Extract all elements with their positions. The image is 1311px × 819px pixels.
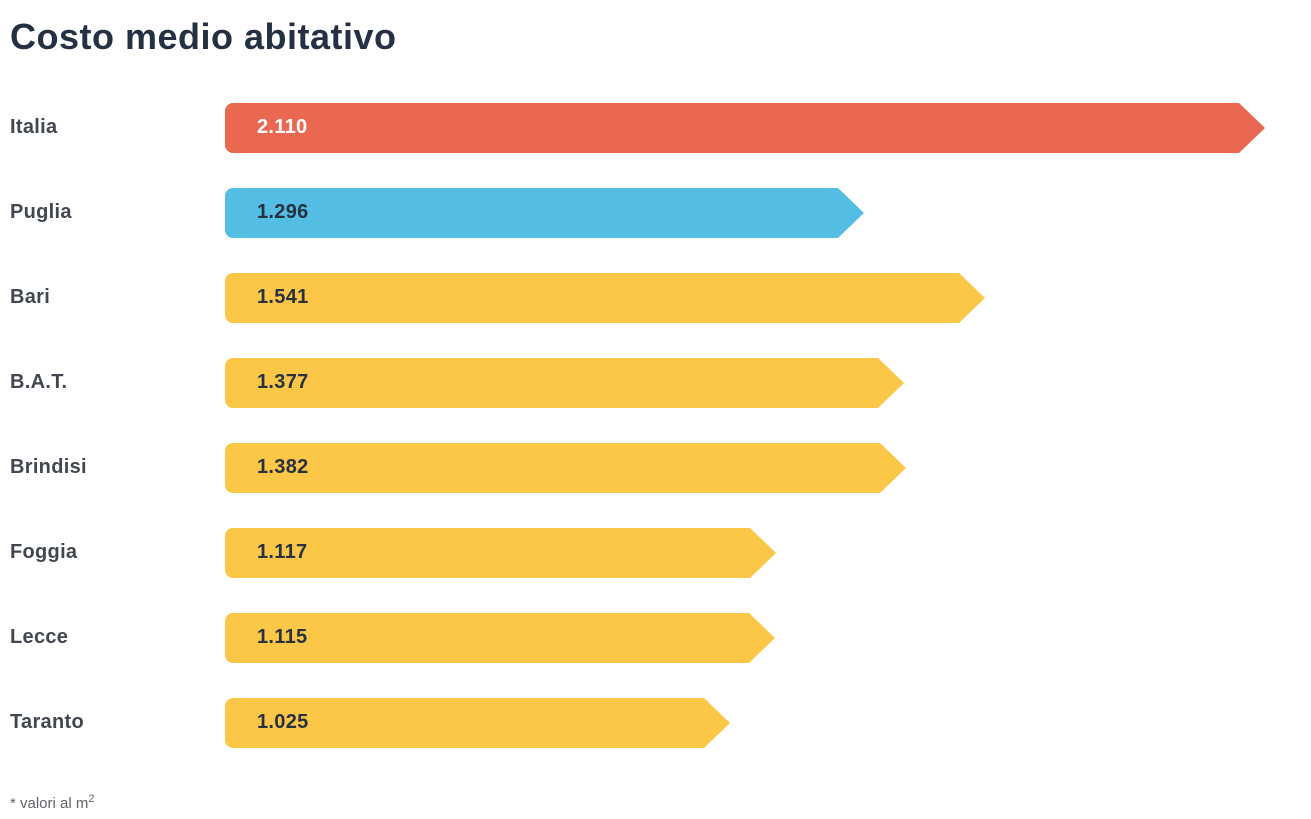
bar-arrow-tip — [837, 187, 864, 238]
bar-value-label: 1.025 — [257, 711, 309, 733]
bar-rect: 1.025 — [225, 697, 705, 748]
page-title: Costo medio abitativo — [10, 16, 397, 57]
bar-rect: 2.110 — [225, 102, 1239, 153]
category-label: Foggia — [10, 541, 78, 563]
category-label: Brindisi — [10, 456, 87, 478]
chart-row: Brindisi 1.382 — [0, 425, 1311, 510]
chart-footnote: * valori al m2 — [10, 793, 1311, 812]
bar: 1.117 — [225, 527, 776, 578]
bar-value-label: 1.117 — [257, 541, 308, 563]
bar-arrow-tip — [880, 442, 907, 493]
bar-value-label: 1.541 — [257, 286, 309, 308]
footnote-superscript: 2 — [88, 793, 95, 805]
bar-rect: 1.541 — [225, 272, 959, 323]
bar-value-label: 1.296 — [257, 201, 309, 223]
footnote-text: * valori al m — [10, 795, 89, 812]
chart-row: B.A.T. 1.377 — [0, 340, 1311, 425]
bar-arrow-tip — [704, 697, 731, 748]
bar-rect: 1.117 — [225, 527, 750, 578]
category-label: Bari — [10, 286, 51, 308]
category-label: Italia — [10, 116, 58, 138]
bar-rect: 1.296 — [225, 187, 838, 238]
bar-arrow-tip — [748, 612, 775, 663]
bar: 1.541 — [225, 272, 985, 323]
category-label: B.A.T. — [10, 371, 68, 393]
bar: 1.382 — [225, 442, 907, 493]
chart-row: Bari 1.541 — [0, 255, 1311, 340]
bar-rect: 1.115 — [225, 612, 749, 663]
bar-value-label: 1.115 — [257, 626, 308, 648]
bar-value-label: 1.382 — [257, 456, 309, 478]
bar: 1.115 — [225, 612, 775, 663]
category-label: Taranto — [10, 711, 84, 733]
bar: 1.296 — [225, 187, 864, 238]
chart-row: Foggia 1.117 — [0, 510, 1311, 595]
chart-row: Italia 2.110 — [0, 85, 1311, 170]
bar-arrow-tip — [1239, 102, 1265, 153]
bar-value-label: 1.377 — [257, 371, 309, 393]
bar-arrow-tip — [749, 527, 776, 578]
bar: 1.025 — [225, 697, 731, 748]
chart-row: Taranto 1.025 — [0, 680, 1311, 765]
chart-row: Lecce 1.115 — [0, 595, 1311, 680]
category-label: Puglia — [10, 201, 72, 223]
bar-chart: Italia 2.110 Puglia 1.296 Bari 1.541 B.A… — [0, 85, 1311, 765]
chart-row: Puglia 1.296 — [0, 170, 1311, 255]
bar-rect: 1.377 — [225, 357, 878, 408]
category-label: Lecce — [10, 626, 69, 648]
bar-rect: 1.382 — [225, 442, 881, 493]
bar-arrow-tip — [958, 272, 985, 323]
bar: 2.110 — [225, 102, 1265, 153]
bar-arrow-tip — [877, 357, 904, 408]
bar-value-label: 2.110 — [257, 116, 308, 138]
bar: 1.377 — [225, 357, 904, 408]
